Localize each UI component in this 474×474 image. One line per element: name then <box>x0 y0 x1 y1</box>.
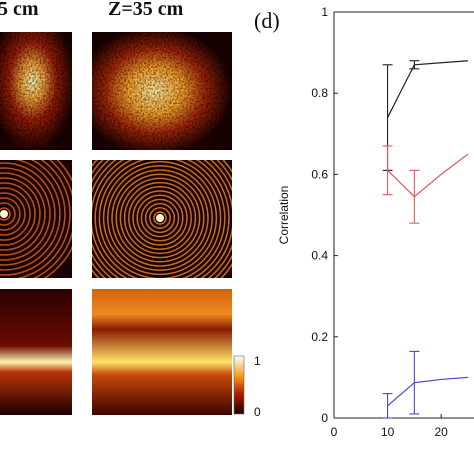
speckle-image-z35 <box>92 32 232 150</box>
colorbar: 1 0 <box>233 354 261 418</box>
chart-axes: 00.20.40.60.810 10 20 <box>311 5 474 439</box>
y-tick-label: 0.8 <box>311 86 328 100</box>
speckle-image-left <box>0 32 72 150</box>
ring-pattern-left <box>0 160 72 278</box>
series-line-3 <box>387 376 468 407</box>
y-axis-label: Correlation <box>277 186 291 245</box>
column-header-left: 5 cm <box>0 0 39 20</box>
chart-series <box>382 60 469 419</box>
panel-label: (d) <box>254 8 280 33</box>
colorbar-min-label: 0 <box>254 405 261 418</box>
x-tick-label: 10 <box>381 425 395 439</box>
colorbar-max-label: 1 <box>254 354 261 368</box>
ring-pattern-z35 <box>92 160 232 278</box>
y-tick-label: 1 <box>321 5 328 19</box>
y-tick-label: 0.6 <box>311 167 328 181</box>
y-tick-label: 0.2 <box>311 330 328 344</box>
band-image-left <box>0 289 72 415</box>
series-line-1 <box>387 60 468 118</box>
correlation-chart: (d) 00.20.40.60.810 10 20 Correlation <box>254 5 474 439</box>
x-tick-label: 20 <box>434 425 448 439</box>
x-tick-label: 0 <box>331 425 338 439</box>
y-tick-label: 0.4 <box>311 249 328 263</box>
column-header-z35: Z=35 cm <box>108 0 184 20</box>
band-image-z35 <box>92 289 232 415</box>
y-tick-label: 0 <box>321 411 328 425</box>
series-line-2 <box>387 153 469 198</box>
